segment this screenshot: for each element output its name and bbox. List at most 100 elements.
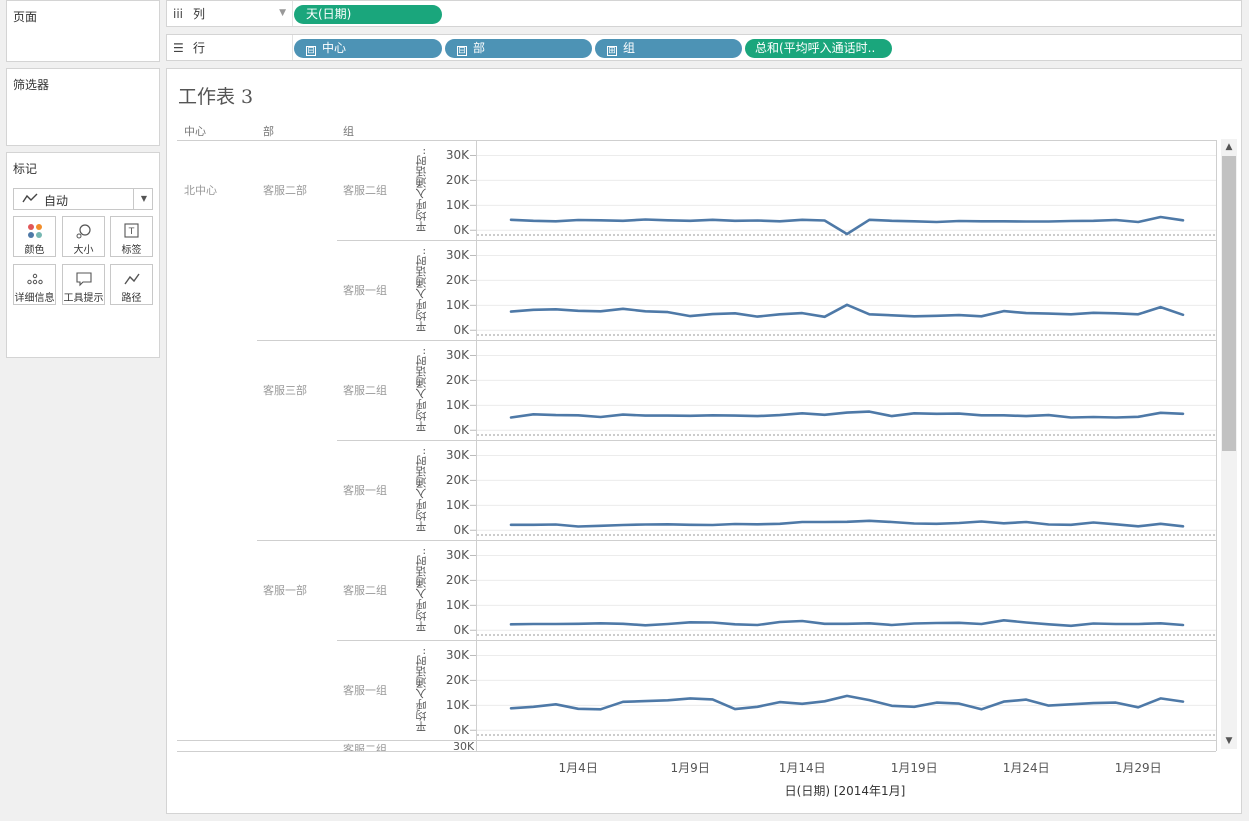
collapse-icon[interactable]: ⊟ bbox=[306, 46, 316, 56]
row-pill-center[interactable]: ⊟ 中心 bbox=[294, 39, 442, 58]
y-tick-label: 0K bbox=[453, 223, 469, 238]
y-tick-label: 30K bbox=[445, 448, 469, 463]
detail-button[interactable]: 详细信息 bbox=[13, 264, 56, 305]
sheet-title: 工作表 3 bbox=[178, 86, 254, 108]
pages-panel[interactable]: 页面 bbox=[6, 0, 160, 62]
label-label: 标签 bbox=[121, 245, 142, 256]
svg-text:T: T bbox=[127, 227, 134, 237]
row-label-group: 客服一组 bbox=[343, 684, 387, 697]
row-label-center: 北中心 bbox=[184, 184, 217, 197]
pages-panel-title: 页面 bbox=[13, 10, 38, 24]
rows-shelf[interactable]: ☰ 行 ⊟ 中心 ⊟ 部 ⊞ 组 总和(平均呼入通话时.. bbox=[166, 34, 1242, 61]
size-button[interactable]: 大小 bbox=[62, 216, 105, 257]
marks-panel: 标记 自动 ▼ 颜色 大小 T 标签 详细信息 工具提示 bbox=[6, 152, 160, 358]
y-tick-label: 30K bbox=[445, 548, 469, 563]
x-tick-label: 1月19日 bbox=[890, 761, 938, 775]
filters-panel-title: 筛选器 bbox=[13, 78, 50, 92]
color-dots-icon bbox=[14, 217, 55, 239]
series-line bbox=[509, 410, 1185, 419]
rows-icon: ☰ bbox=[173, 40, 184, 55]
worksheet-view: 工作表 3 中心 部 组 客服二组 30K 北中心 客服二部 客服二组 平均呼入通话时… bbox=[166, 68, 1242, 814]
x-axis-title: 日(日期) [2014年1月] bbox=[784, 784, 906, 798]
detail-label: 详细信息 bbox=[14, 293, 55, 304]
filters-panel[interactable]: 筛选器 bbox=[6, 68, 160, 146]
mark-type-label: 自动 bbox=[44, 194, 69, 208]
scrollbar-thumb[interactable] bbox=[1222, 156, 1236, 451]
panel-separator bbox=[257, 540, 1216, 541]
scroll-down-icon[interactable]: ▼ bbox=[1225, 736, 1233, 746]
label-icon: T bbox=[111, 217, 152, 239]
y-tick-label: 20K bbox=[445, 173, 469, 188]
panel-separator bbox=[337, 640, 1216, 641]
chevron-down-icon[interactable]: ▼ bbox=[140, 194, 147, 203]
columns-shelf-label: iii 列 ▼ bbox=[167, 1, 293, 26]
y-tick-label: 30K bbox=[445, 648, 469, 663]
line-chart bbox=[470, 154, 1216, 736]
y-tick-label: 10K bbox=[445, 498, 469, 513]
y-tick-label: 10K bbox=[445, 598, 469, 613]
y-tick-label: 30K bbox=[445, 348, 469, 363]
detail-icon bbox=[14, 265, 55, 287]
row-pill-label: 组 bbox=[623, 41, 636, 55]
row-pill-group[interactable]: ⊞ 组 bbox=[595, 39, 742, 58]
x-tick-label: 1月29日 bbox=[1114, 761, 1162, 775]
header-dept: 部 bbox=[263, 125, 274, 138]
series-line bbox=[509, 215, 1185, 236]
rows-label-text: 行 bbox=[193, 41, 206, 55]
y-tick-label: 10K bbox=[445, 198, 469, 213]
panel-separator bbox=[257, 340, 1216, 341]
row-pill-label: 部 bbox=[473, 41, 486, 55]
size-icon bbox=[63, 217, 104, 239]
row-label-group: 客服一组 bbox=[343, 284, 387, 297]
y-tick-label: 20K bbox=[445, 273, 469, 288]
row-label-dept: 客服二部 bbox=[263, 184, 307, 197]
row-pill-label: 中心 bbox=[322, 41, 347, 55]
collapse-icon[interactable]: ⊟ bbox=[457, 46, 467, 56]
series-line bbox=[509, 519, 1185, 528]
y-tick-label: 0K bbox=[453, 423, 469, 438]
y-tick-label: 10K bbox=[445, 398, 469, 413]
row-pill-label: 总和(平均呼入通话时.. bbox=[755, 41, 876, 55]
tooltip-button[interactable]: 工具提示 bbox=[62, 264, 105, 305]
y-tick-label: 0K bbox=[453, 623, 469, 638]
partial-y-tick: 30K bbox=[453, 742, 475, 751]
column-pill-day-date[interactable]: 天(日期) bbox=[294, 5, 442, 24]
partial-row: 客服二组 bbox=[343, 741, 387, 751]
rows-shelf-label: ☰ 行 bbox=[167, 35, 293, 60]
tooltip-label: 工具提示 bbox=[63, 293, 104, 304]
row-label-group: 客服一组 bbox=[343, 484, 387, 497]
y-tick-label: 20K bbox=[445, 673, 469, 688]
row-label-dept: 客服三部 bbox=[263, 384, 307, 397]
x-tick-label: 1月14日 bbox=[778, 761, 826, 775]
y-tick-label: 0K bbox=[453, 323, 469, 338]
series-line bbox=[509, 618, 1185, 628]
color-button[interactable]: 颜色 bbox=[13, 216, 56, 257]
series-line bbox=[509, 303, 1185, 319]
tooltip-icon bbox=[63, 265, 104, 287]
path-icon bbox=[111, 265, 152, 287]
vertical-scrollbar[interactable]: ▲ ▼ bbox=[1221, 139, 1237, 749]
row-pill-measure[interactable]: 总和(平均呼入通话时.. bbox=[745, 39, 892, 58]
x-tick-label: 1月9日 bbox=[670, 761, 710, 775]
marks-panel-title: 标记 bbox=[13, 162, 38, 176]
y-tick-label: 20K bbox=[445, 573, 469, 588]
row-pill-dept[interactable]: ⊟ 部 bbox=[445, 39, 592, 58]
row-label-dept: 客服一部 bbox=[263, 584, 307, 597]
y-tick-label: 0K bbox=[453, 523, 469, 538]
row-label-group: 客服二组 bbox=[343, 184, 387, 197]
header-group: 组 bbox=[343, 125, 354, 138]
row-label-group: 客服二组 bbox=[343, 584, 387, 597]
expand-icon[interactable]: ⊞ bbox=[607, 46, 617, 56]
mark-type-dropdown[interactable]: 自动 ▼ bbox=[13, 188, 153, 210]
size-label: 大小 bbox=[73, 245, 94, 256]
y-tick-label: 0K bbox=[453, 723, 469, 738]
chevron-down-icon[interactable]: ▼ bbox=[279, 8, 286, 18]
columns-label-text: 列 bbox=[193, 7, 206, 21]
x-tick-label: 1月24日 bbox=[1002, 761, 1050, 775]
y-tick-label: 20K bbox=[445, 373, 469, 388]
path-button[interactable]: 路径 bbox=[110, 264, 153, 305]
scroll-up-icon[interactable]: ▲ bbox=[1225, 142, 1233, 152]
columns-shelf[interactable]: iii 列 ▼ 天(日期) bbox=[166, 0, 1242, 27]
label-button[interactable]: T 标签 bbox=[110, 216, 153, 257]
path-label: 路径 bbox=[121, 293, 142, 304]
